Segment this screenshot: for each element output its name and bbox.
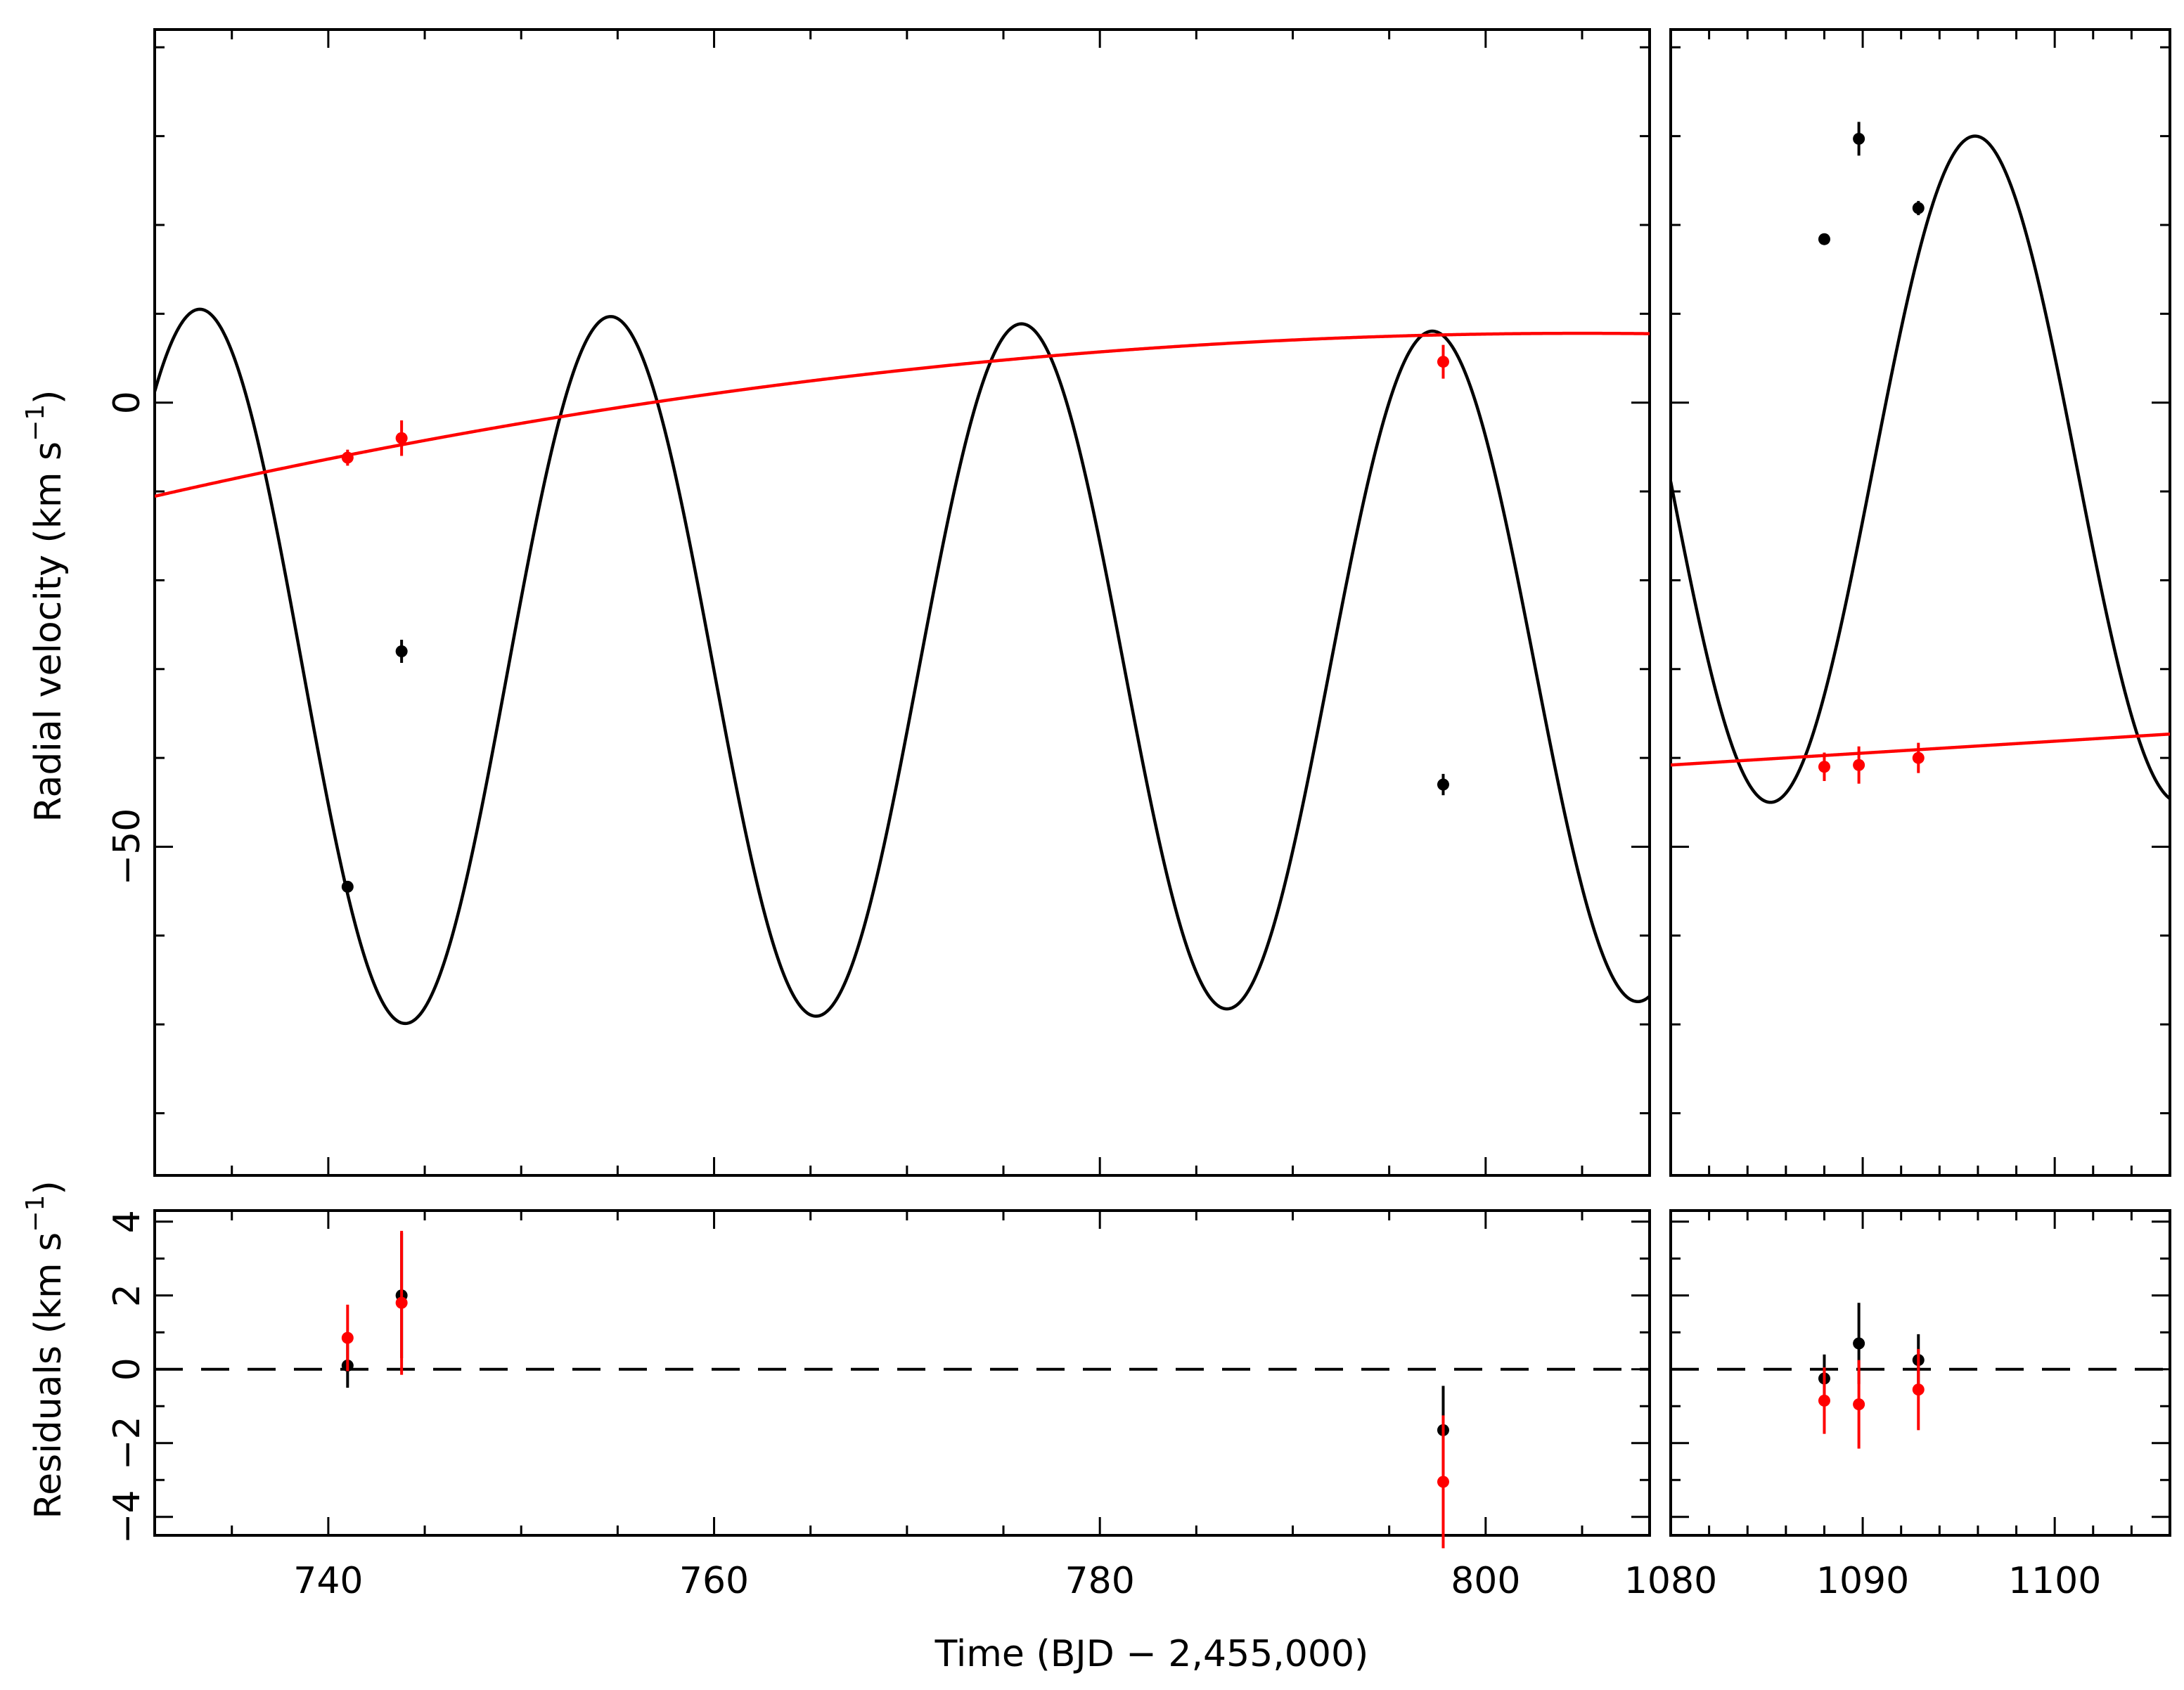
rv-right-primary-star-point — [1853, 132, 1865, 145]
rv-right-secondary-orbit-curve — [1671, 732, 2170, 767]
y-axis-title-rv-exponent: −1 — [21, 404, 50, 441]
res-right-frame — [1669, 1209, 2171, 1537]
y-axis-title-rv: Radial velocity (km s−1) — [21, 390, 70, 823]
x-axis-title: Time (BJD − 2,455,000) — [934, 1633, 1369, 1675]
rv-right-secondary-star-point — [1853, 759, 1865, 771]
y-axis-title-residuals-exponent: −1 — [21, 1195, 50, 1232]
y-axis-title-residuals-text: Residuals (km s — [27, 1232, 70, 1519]
rv-left-secondary-star-point — [395, 432, 408, 444]
res-left-ytick-label: 0 — [106, 1357, 148, 1381]
res-left-secondary-residuals-point — [395, 1296, 408, 1309]
rv-right-secondary-star-point — [1912, 752, 1925, 764]
res-left-frame — [153, 1209, 1651, 1537]
res-right-primary-residuals-point — [1853, 1337, 1865, 1350]
y-axis-title-rv-close: ) — [27, 390, 70, 404]
res-left-ytick-label: −2 — [106, 1416, 148, 1470]
res-left-panel: −4 −2 0 2 4 740 760 780 800 — [106, 1209, 1651, 1602]
rv-right-secondary-star-point — [1818, 761, 1830, 773]
res-left-ytick-label: −4 — [106, 1490, 148, 1544]
res-left-secondary-residuals-point — [1437, 1476, 1449, 1488]
res-right-secondary-residuals-point — [1912, 1383, 1925, 1396]
rv-left-secondary-orbit-curve — [155, 331, 1650, 498]
y-axis-title-rv-text: Radial velocity (km s — [27, 441, 70, 823]
rv-left-primary-star-point — [341, 880, 354, 893]
rv-left-primary-orbit-curve — [155, 307, 1650, 1026]
rv-left-ytick-label: −50 — [106, 808, 148, 886]
rv-left-panel: −50 0 — [106, 28, 1651, 1177]
rv-left-primary-star-point — [395, 645, 408, 657]
res-left-xtick-label: 800 — [1451, 1560, 1520, 1602]
rv-right-primary-star-point — [1818, 233, 1830, 245]
rv-left-secondary-star-point — [341, 451, 354, 464]
y-axis-title-residuals-close: ) — [27, 1180, 70, 1194]
res-right-panel: 1080 1090 1100 — [1624, 1209, 2171, 1602]
rv-left-ytick-label: 0 — [106, 391, 148, 414]
res-right-xtick-label: 1080 — [1624, 1560, 1717, 1602]
res-left-xtick-label: 780 — [1065, 1560, 1135, 1602]
res-left-ytick-label: 4 — [106, 1210, 148, 1233]
rv-right-panel — [1669, 28, 2171, 1177]
res-right-xtick-label: 1100 — [2008, 1560, 2101, 1602]
res-left-xtick-label: 760 — [679, 1560, 749, 1602]
rv-left-secondary-star-point — [1437, 356, 1449, 368]
y-axis-title-residuals: Residuals (km s−1) — [21, 1180, 70, 1518]
res-right-secondary-residuals-point — [1818, 1394, 1830, 1407]
res-left-secondary-residuals-point — [341, 1331, 354, 1344]
rv-left-frame — [153, 28, 1651, 1177]
res-left-xtick-label: 740 — [293, 1560, 363, 1602]
res-right-xtick-label: 1090 — [1816, 1560, 1909, 1602]
res-left-ytick-label: 2 — [106, 1284, 148, 1307]
rv-right-primary-star-point — [1912, 202, 1925, 214]
res-right-secondary-residuals-point — [1853, 1398, 1865, 1411]
rv-right-primary-orbit-curve — [1671, 134, 2170, 804]
rv-right-frame — [1669, 28, 2171, 1177]
rv-left-primary-star-point — [1437, 778, 1449, 791]
